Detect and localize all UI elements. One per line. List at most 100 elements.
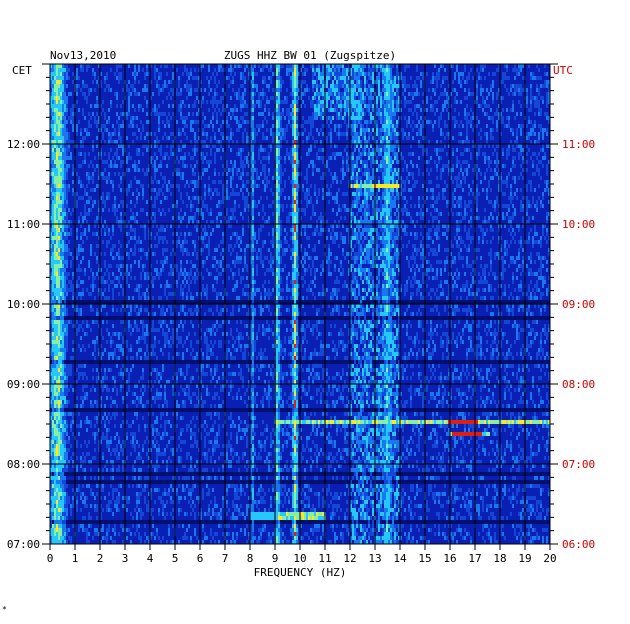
- heatmap-cell: [158, 104, 160, 108]
- heatmap-cell: [116, 216, 118, 220]
- heatmap-cell: [100, 124, 102, 128]
- heatmap-cell: [270, 132, 272, 136]
- heatmap-cell: [168, 92, 170, 96]
- heatmap-cell: [158, 128, 160, 132]
- heatmap-cell: [60, 208, 62, 212]
- heatmap-cell: [520, 148, 522, 152]
- heatmap-cell: [206, 208, 208, 212]
- heatmap-cell: [278, 156, 280, 160]
- heatmap-cell: [352, 104, 354, 108]
- heatmap-cell: [192, 196, 194, 200]
- heatmap-cell: [66, 200, 68, 204]
- heatmap-cell: [282, 64, 284, 68]
- heatmap-cell: [404, 188, 406, 192]
- heatmap-cell: [62, 72, 64, 76]
- heatmap-cell: [204, 232, 206, 236]
- heatmap-cell: [52, 68, 54, 72]
- heatmap-cell: [252, 232, 254, 236]
- heatmap-cell: [50, 176, 52, 180]
- heatmap-cell: [108, 192, 110, 196]
- heatmap-cell: [446, 108, 448, 112]
- heatmap-cell: [362, 160, 364, 164]
- heatmap-cell: [414, 104, 416, 108]
- heatmap-cell: [234, 164, 236, 168]
- heatmap-cell: [66, 220, 68, 224]
- heatmap-cell: [440, 148, 442, 152]
- heatmap-cell: [280, 76, 282, 80]
- heatmap-cell: [278, 132, 280, 136]
- heatmap-cell: [378, 176, 380, 180]
- heatmap-cell: [190, 208, 192, 212]
- heatmap-cell: [72, 104, 74, 108]
- heatmap-cell: [154, 164, 156, 168]
- heatmap-cell: [58, 188, 60, 192]
- heatmap-cell: [464, 176, 466, 180]
- heatmap-cell: [356, 112, 358, 116]
- heatmap-cell: [340, 132, 342, 136]
- heatmap-cell: [60, 236, 62, 240]
- heatmap-cell: [388, 176, 390, 180]
- heatmap-cell: [334, 176, 336, 180]
- heatmap-cell: [480, 144, 482, 148]
- heatmap-cell: [490, 136, 492, 140]
- heatmap-cell: [392, 220, 394, 224]
- heatmap-cell: [384, 152, 386, 156]
- heatmap-cell: [284, 116, 286, 120]
- heatmap-cell: [154, 132, 156, 136]
- heatmap-cell: [252, 192, 254, 196]
- heatmap-cell: [162, 156, 164, 160]
- heatmap-cell: [486, 96, 488, 100]
- heatmap-cell: [500, 180, 502, 184]
- heatmap-cell: [536, 168, 538, 172]
- heatmap-cell: [252, 80, 254, 84]
- heatmap-cell: [376, 184, 378, 188]
- heatmap-cell: [254, 72, 256, 76]
- heatmap-cell: [54, 212, 56, 216]
- heatmap-cell: [166, 96, 168, 100]
- heatmap-cell: [72, 116, 74, 120]
- heatmap-cell: [390, 176, 392, 180]
- heatmap-cell: [258, 104, 260, 108]
- heatmap-cell: [98, 84, 100, 88]
- heatmap-cell: [300, 124, 302, 128]
- heatmap-cell: [530, 132, 532, 136]
- heatmap-cell: [144, 96, 146, 100]
- heatmap-cell: [356, 196, 358, 200]
- heatmap-cell: [138, 68, 140, 72]
- heatmap-cell: [428, 220, 430, 224]
- heatmap-cell: [326, 104, 328, 108]
- heatmap-cell: [222, 120, 224, 124]
- heatmap-cell: [58, 184, 60, 188]
- heatmap-cell: [388, 92, 390, 96]
- heatmap-cell: [466, 160, 468, 164]
- heatmap-cell: [52, 144, 54, 148]
- heatmap-cell: [526, 184, 528, 188]
- heatmap-cell: [298, 132, 300, 136]
- heatmap-cell: [106, 84, 108, 88]
- heatmap-cell: [252, 136, 254, 140]
- heatmap-cell: [278, 112, 280, 116]
- heatmap-cell: [368, 184, 370, 188]
- heatmap-cell: [72, 112, 74, 116]
- heatmap-cell: [152, 188, 154, 192]
- heatmap-cell: [300, 224, 302, 228]
- heatmap-cell: [498, 176, 500, 180]
- heatmap-cell: [62, 124, 64, 128]
- heatmap-cell: [236, 236, 238, 240]
- heatmap-cell: [314, 108, 316, 112]
- heatmap-cell: [232, 172, 234, 176]
- heatmap-cell: [360, 144, 362, 148]
- heatmap-cell: [230, 136, 232, 140]
- heatmap-cell: [526, 136, 528, 140]
- heatmap-cell: [268, 84, 270, 88]
- heatmap-cell: [244, 104, 246, 108]
- heatmap-cell: [118, 136, 120, 140]
- heatmap-cell: [78, 108, 80, 112]
- heatmap-cell: [508, 172, 510, 176]
- heatmap-cell: [350, 204, 352, 208]
- heatmap-cell: [408, 188, 410, 192]
- heatmap-cell: [280, 100, 282, 104]
- heatmap-cell: [238, 64, 240, 68]
- heatmap-cell: [356, 204, 358, 208]
- heatmap-cell: [220, 132, 222, 136]
